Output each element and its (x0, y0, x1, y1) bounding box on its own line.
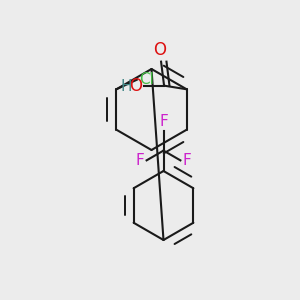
Text: O: O (153, 40, 166, 59)
Text: O: O (129, 76, 142, 95)
Text: F: F (136, 153, 144, 168)
Text: F: F (159, 114, 168, 129)
Text: F: F (183, 153, 191, 168)
Text: Cl: Cl (139, 72, 154, 87)
Text: H: H (121, 79, 132, 94)
